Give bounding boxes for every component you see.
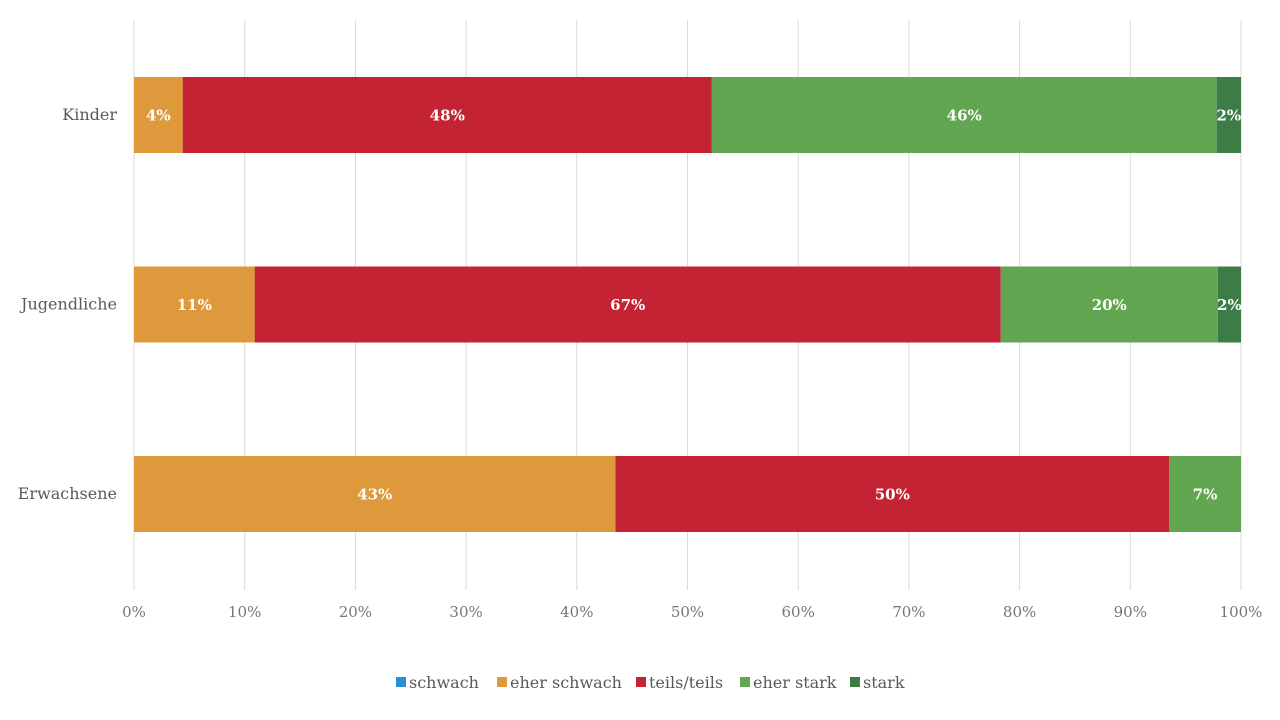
bar-segment — [711, 77, 1217, 153]
y-tick-label: Jugendliche — [19, 295, 117, 314]
x-tick-label: 0% — [122, 603, 146, 621]
data-label: 50% — [875, 486, 910, 504]
bar-segment — [182, 77, 712, 153]
bar-segment — [1169, 456, 1241, 532]
legend-swatch — [636, 677, 646, 687]
data-label: 11% — [177, 296, 212, 314]
x-tick-label: 90% — [1114, 603, 1147, 621]
bar-segment — [615, 456, 1170, 532]
y-tick-label: Kinder — [62, 105, 117, 124]
legend-label: eher stark — [753, 673, 837, 692]
y-tick-label: Erwachsene — [18, 484, 117, 503]
data-label: 4% — [146, 107, 171, 125]
x-tick-label: 10% — [228, 603, 261, 621]
legend-swatch — [740, 677, 750, 687]
legend-swatch — [850, 677, 860, 687]
legend-label: stark — [863, 673, 905, 692]
legend-label: teils/teils — [649, 673, 723, 692]
bar-segment — [1000, 266, 1218, 343]
x-tick-label: 20% — [339, 603, 372, 621]
bars — [134, 77, 1241, 532]
data-label: 7% — [1193, 486, 1218, 504]
x-tick-label: 30% — [449, 603, 482, 621]
legend-swatch — [396, 677, 406, 687]
data-label: 48% — [430, 107, 465, 125]
legend-item: teils/teils — [636, 673, 723, 692]
x-axis-tick-labels: 0% 10% 20% 30% 40% 50% 60% 70% 80% 90% 100% — [122, 603, 1262, 621]
bar-segment — [1216, 77, 1241, 153]
legend-swatch — [497, 677, 507, 687]
data-label: 67% — [610, 296, 645, 314]
x-tick-label: 100% — [1220, 603, 1263, 621]
bar-segment — [1217, 266, 1241, 343]
data-label: 46% — [947, 107, 982, 125]
legend-item: eher stark — [740, 673, 837, 692]
data-label: 2% — [1217, 296, 1242, 314]
x-tick-label: 40% — [560, 603, 593, 621]
data-label: 20% — [1092, 296, 1127, 314]
data-label: 2% — [1216, 107, 1241, 125]
data-label: 43% — [357, 486, 392, 504]
x-tick-label: 80% — [1003, 603, 1036, 621]
legend-label: schwach — [409, 673, 479, 692]
y-axis-tick-labels: Kinder Jugendliche Erwachsene — [18, 105, 118, 503]
bar-segment — [254, 266, 1001, 343]
legend: schwach eher schwach teils/teils eher stark… — [396, 673, 905, 692]
legend-item: stark — [850, 673, 905, 692]
legend-item: schwach — [396, 673, 479, 692]
legend-item: eher schwach — [497, 673, 622, 692]
x-tick-label: 60% — [782, 603, 815, 621]
bar-segment — [134, 456, 616, 532]
bar-segment — [134, 77, 183, 153]
data-labels: 4% 48% 46% 2% 11% 67% 20% 2% 43% 50% 7% — [146, 107, 1242, 504]
legend-label: eher schwach — [510, 673, 622, 692]
x-tick-label: 50% — [671, 603, 704, 621]
x-tick-label: 70% — [892, 603, 925, 621]
bar-segment — [134, 266, 255, 343]
